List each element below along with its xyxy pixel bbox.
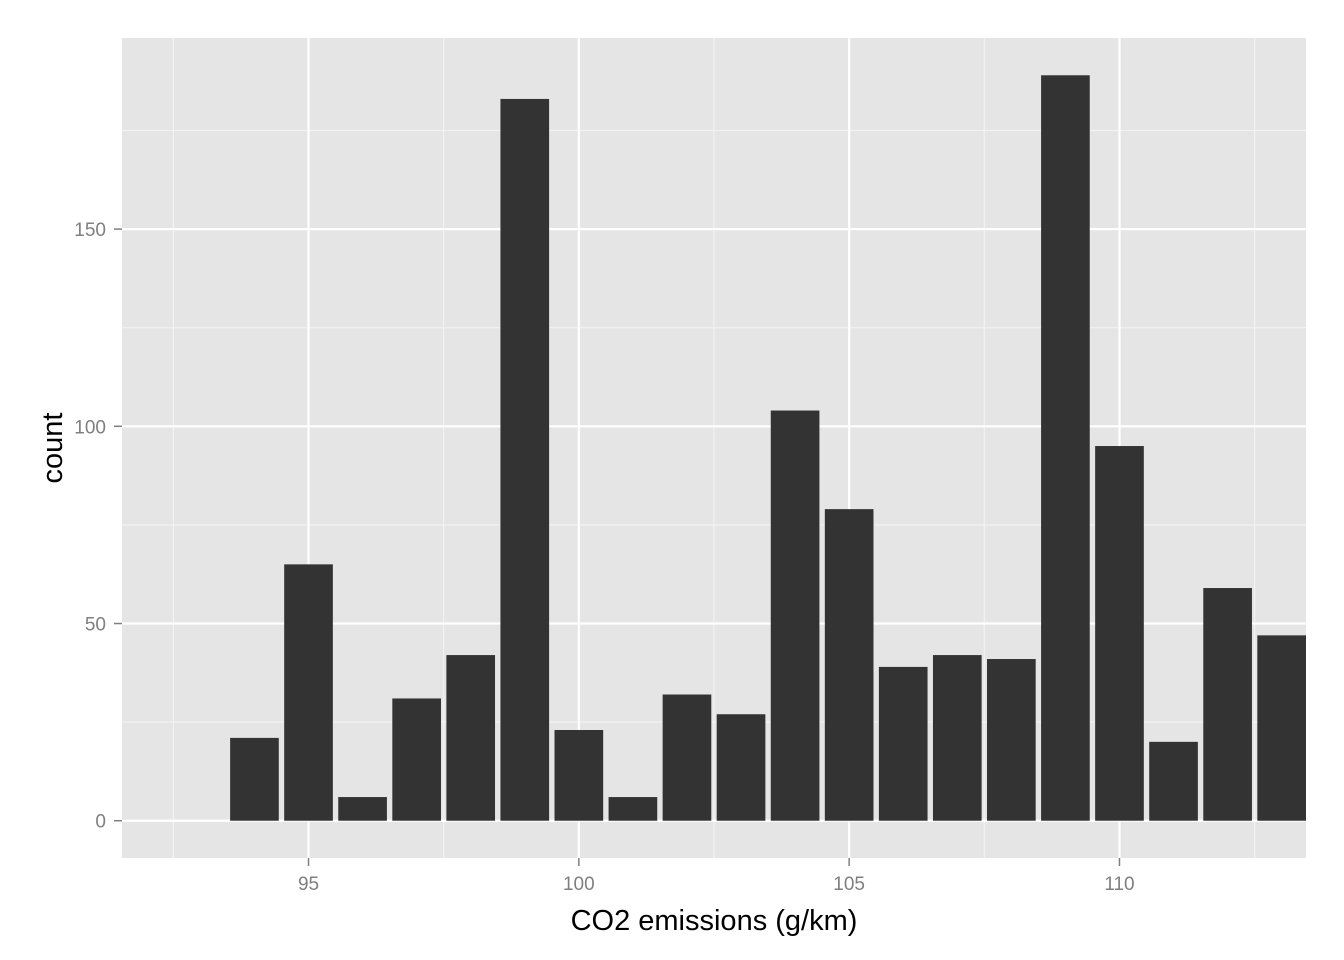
- histogram-bar: [392, 698, 441, 821]
- histogram-bar: [446, 655, 496, 821]
- y-tick-label: 50: [85, 615, 106, 636]
- histogram-bar: [987, 659, 1036, 821]
- histogram-bar: [500, 98, 550, 821]
- histogram-bar: [878, 666, 928, 821]
- histogram-bar: [608, 797, 658, 821]
- x-tick-label: 105: [833, 874, 865, 895]
- x-tick-label: 110: [1104, 874, 1134, 895]
- histogram-bar: [770, 410, 820, 821]
- x-axis: 95 100 105 110: [298, 858, 1135, 895]
- y-axis: 0 50 100 150: [74, 220, 122, 833]
- histogram-bar: [1257, 635, 1306, 821]
- histogram-bar: [338, 797, 387, 821]
- histogram-bar: [716, 714, 766, 821]
- histogram-bar: [824, 509, 874, 821]
- histogram-bar: [284, 564, 333, 821]
- x-tick-label: 100: [563, 874, 595, 895]
- histogram-bar: [230, 737, 279, 821]
- y-tick-label: 100: [74, 417, 106, 438]
- histogram-bar: [932, 655, 982, 821]
- histogram-bar: [662, 694, 712, 821]
- histogram-bar: [554, 730, 604, 821]
- bars: [230, 75, 1306, 821]
- histogram-bar: [1095, 446, 1144, 821]
- x-tick-label: 95: [298, 874, 319, 895]
- y-tick-label: 0: [95, 812, 106, 833]
- histogram-bar: [1203, 588, 1252, 821]
- y-axis-title: count: [37, 413, 69, 484]
- histogram-bar: [1149, 741, 1198, 821]
- x-axis-title: CO2 emissions (g/km): [571, 905, 858, 937]
- y-tick-label: 150: [74, 220, 106, 241]
- histogram-bar: [1041, 75, 1090, 821]
